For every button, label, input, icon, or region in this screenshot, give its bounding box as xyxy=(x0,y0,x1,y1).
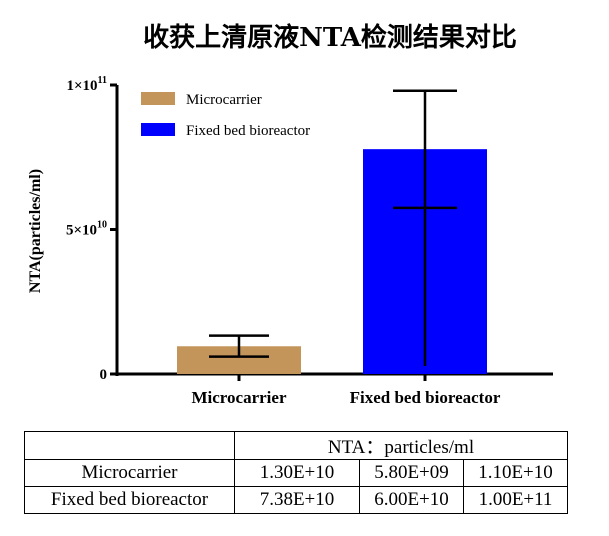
bar-chart: 收获上清原液NTA检测结果对比 NTA(particles/ml) 0 5×101… xyxy=(27,22,553,407)
y-tick-label: 5×1010 xyxy=(66,220,107,239)
legend-swatch xyxy=(141,92,175,105)
table-cell: 6.00E+10 xyxy=(359,486,464,514)
row-label: Fixed bed bioreactor xyxy=(24,486,235,514)
table-cell: 1.00E+11 xyxy=(463,486,568,514)
table-row: Fixed bed bioreactor 7.38E+10 6.00E+10 1… xyxy=(24,486,568,514)
table-cell: 5.80E+09 xyxy=(359,459,464,487)
x-tick-label: Microcarrier xyxy=(191,388,286,407)
table-cell: 7.38E+10 xyxy=(234,486,360,514)
table-row: Microcarrier 1.30E+10 5.80E+09 1.10E+10 xyxy=(24,459,568,487)
y-tick-label: 1×1011 xyxy=(66,75,107,94)
table-header: NTA：particles/ml xyxy=(234,431,568,460)
table-cell: 1.10E+10 xyxy=(463,459,568,487)
plot-area: 0 5×1010 1×1011 Microcarrier Fixed bed biore… xyxy=(66,75,553,407)
data-table: NTA：particles/ml Microcarrier 1.30E+10 5… xyxy=(24,431,568,514)
y-axis-label: NTA(particles/ml) xyxy=(27,169,44,293)
row-label: Microcarrier xyxy=(24,459,235,487)
table-header-row: NTA：particles/ml xyxy=(24,431,568,460)
legend-label: Fixed bed bioreactor xyxy=(186,123,310,139)
chart-title: 收获上清原液NTA检测结果对比 xyxy=(143,22,517,53)
legend-label: Microcarrier xyxy=(186,92,262,108)
x-tick-label: Fixed bed bioreactor xyxy=(350,388,501,407)
legend-swatch xyxy=(141,123,175,136)
table-cell: 1.30E+10 xyxy=(234,459,360,487)
table-corner-cell xyxy=(24,431,235,460)
y-tick-label: 0 xyxy=(100,367,108,383)
